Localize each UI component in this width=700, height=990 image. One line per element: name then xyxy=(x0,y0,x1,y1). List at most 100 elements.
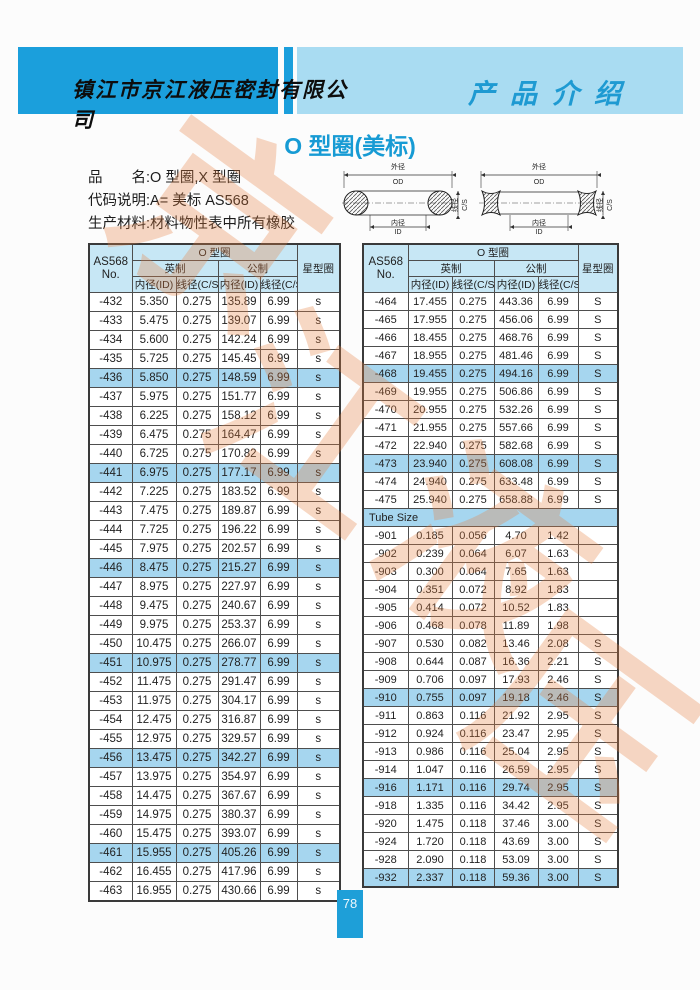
cs-mm-value: 6.99 xyxy=(259,539,298,559)
id-mm-value: 304.17 xyxy=(217,691,261,711)
id-label-cn: 内径 xyxy=(391,218,405,227)
cs-mm-value: 6.99 xyxy=(259,349,298,369)
cs-mm-value: 6.99 xyxy=(259,862,298,882)
table-row: -444 7.725 0.275 196.22 6.99 s xyxy=(88,520,341,540)
product-info: 品 名:O 型圈,X 型圈 代码说明:A= 美标 AS568 生产材料:材料物性… xyxy=(88,167,295,236)
as568-no: -912 xyxy=(362,724,409,743)
id-inch-value: 1.335 xyxy=(407,796,453,815)
as568-no: -918 xyxy=(362,796,409,815)
col-header-metric: 公制 xyxy=(217,260,298,277)
cs-mm-value: 6.99 xyxy=(259,482,298,502)
id-inch-value: 15.955 xyxy=(131,843,177,863)
id-mm-value: 43.69 xyxy=(493,832,539,851)
star-ring-mark: S xyxy=(577,400,619,419)
as568-no: -442 xyxy=(88,482,133,502)
id-inch-value: 24.940 xyxy=(407,472,453,491)
cs-inch-value: 0.072 xyxy=(451,598,495,617)
star-ring-mark xyxy=(577,562,619,581)
cs-inch-value: 0.275 xyxy=(175,311,219,331)
star-ring-mark: S xyxy=(577,688,619,707)
as568-no: -435 xyxy=(88,349,133,369)
cs-mm-value: 6.99 xyxy=(259,729,298,749)
cs-inch-value: 0.275 xyxy=(175,577,219,597)
table-row: -909 0.706 0.097 17.93 2.46 S xyxy=(362,670,619,689)
star-ring-mark: S xyxy=(577,454,619,473)
cs-mm-value: 6.99 xyxy=(259,387,298,407)
id-inch-value: 14.975 xyxy=(131,805,177,825)
id-inch-value: 1.475 xyxy=(407,814,453,833)
as568-no: -433 xyxy=(88,311,133,331)
page-title: O 型圈(美标) xyxy=(284,133,416,159)
id-inch-value: 13.975 xyxy=(131,767,177,787)
table-row: -452 11.475 0.275 291.47 6.99 s xyxy=(88,672,341,692)
id-mm-value: 405.26 xyxy=(217,843,261,863)
id-mm-value: 291.47 xyxy=(217,672,261,692)
cs-mm-value: 1.98 xyxy=(537,616,579,635)
cs-mm-value: 1.63 xyxy=(537,544,579,563)
star-ring-mark: s xyxy=(296,691,341,711)
id-mm-value: 53.09 xyxy=(493,850,539,869)
id-inch-value: 9.975 xyxy=(131,615,177,635)
id-mm-value: 658.88 xyxy=(493,490,539,509)
star-ring-mark: S xyxy=(577,364,619,383)
star-ring-mark: s xyxy=(296,653,341,673)
id-mm-value: 532.26 xyxy=(493,400,539,419)
id-label-cn: 内径 xyxy=(532,218,546,227)
section-title: 产品介绍 xyxy=(468,79,636,109)
as568-no: -448 xyxy=(88,596,133,616)
cs-inch-value: 0.275 xyxy=(175,539,219,559)
id-inch-value: 11.475 xyxy=(131,672,177,692)
cs-inch-value: 0.275 xyxy=(175,558,219,578)
table-row: -465 17.955 0.275 456.06 6.99 S xyxy=(362,310,619,329)
cs-label-cn: 线径 xyxy=(450,198,459,212)
id-mm-value: 10.52 xyxy=(493,598,539,617)
as568-no: -434 xyxy=(88,330,133,350)
cs-mm-value: 6.99 xyxy=(537,364,579,383)
as568-no: -464 xyxy=(362,292,409,311)
as568-no: -441 xyxy=(88,463,133,483)
cs-inch-value: 0.275 xyxy=(451,472,495,491)
id-mm-value: 59.36 xyxy=(493,868,539,888)
table-row: -472 22.940 0.275 582.68 6.99 S xyxy=(362,436,619,455)
as568-no: -460 xyxy=(88,824,133,844)
star-ring-mark: S xyxy=(577,724,619,743)
cs-mm-value: 6.99 xyxy=(259,501,298,521)
id-inch-value: 0.414 xyxy=(407,598,453,617)
id-inch-value: 18.955 xyxy=(407,346,453,365)
table-row: -475 25.940 0.275 658.88 6.99 S xyxy=(362,490,619,509)
cs-mm-value: 6.99 xyxy=(259,748,298,768)
table-row: -905 0.414 0.072 10.52 1.83 xyxy=(362,598,619,617)
id-mm-value: 227.97 xyxy=(217,577,261,597)
header-light-band xyxy=(297,47,683,114)
id-mm-value: 164.47 xyxy=(217,425,261,445)
company-name: 镇江市京江液压密封有限公司 xyxy=(72,79,348,132)
cs-inch-value: 0.275 xyxy=(175,349,219,369)
cs-mm-value: 6.99 xyxy=(259,330,298,350)
id-inch-value: 19.455 xyxy=(407,364,453,383)
cs-mm-value: 6.99 xyxy=(537,310,579,329)
table-row: -459 14.975 0.275 380.37 6.99 s xyxy=(88,805,341,825)
id-mm-value: 6.07 xyxy=(493,544,539,563)
cs-label: C/S xyxy=(607,199,614,211)
id-mm-value: 253.37 xyxy=(217,615,261,635)
table-row: -928 2.090 0.118 53.09 3.00 S xyxy=(362,850,619,869)
id-inch-value: 17.455 xyxy=(407,292,453,311)
cs-mm-value: 2.95 xyxy=(537,724,579,743)
col-header-id: 内径(ID) xyxy=(407,276,453,293)
id-mm-value: 393.07 xyxy=(217,824,261,844)
star-ring-mark: S xyxy=(577,850,619,869)
cs-mm-value: 6.99 xyxy=(259,444,298,464)
id-mm-value: 4.70 xyxy=(493,526,539,545)
table-row: -456 13.475 0.275 342.27 6.99 s xyxy=(88,748,341,768)
cs-mm-value: 6.99 xyxy=(259,824,298,844)
id-inch-value: 1.720 xyxy=(407,832,453,851)
id-inch-value: 6.475 xyxy=(131,425,177,445)
cs-inch-value: 0.275 xyxy=(175,368,219,388)
as568-no: -459 xyxy=(88,805,133,825)
col-header-metric: 公制 xyxy=(493,260,579,277)
id-mm-value: 468.76 xyxy=(493,328,539,347)
star-ring-mark: S xyxy=(577,868,619,888)
star-ring-mark: s xyxy=(296,881,341,902)
star-ring-mark: s xyxy=(296,463,341,483)
